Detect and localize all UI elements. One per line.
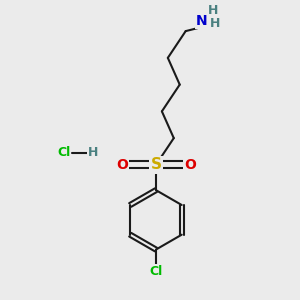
Text: N: N <box>196 14 208 28</box>
Text: H: H <box>88 146 98 160</box>
Text: S: S <box>150 158 161 172</box>
Text: Cl: Cl <box>57 146 70 160</box>
Text: Cl: Cl <box>149 266 163 278</box>
Text: O: O <box>116 158 128 172</box>
Text: O: O <box>184 158 196 172</box>
Text: H: H <box>210 17 220 30</box>
Text: H: H <box>208 4 218 17</box>
